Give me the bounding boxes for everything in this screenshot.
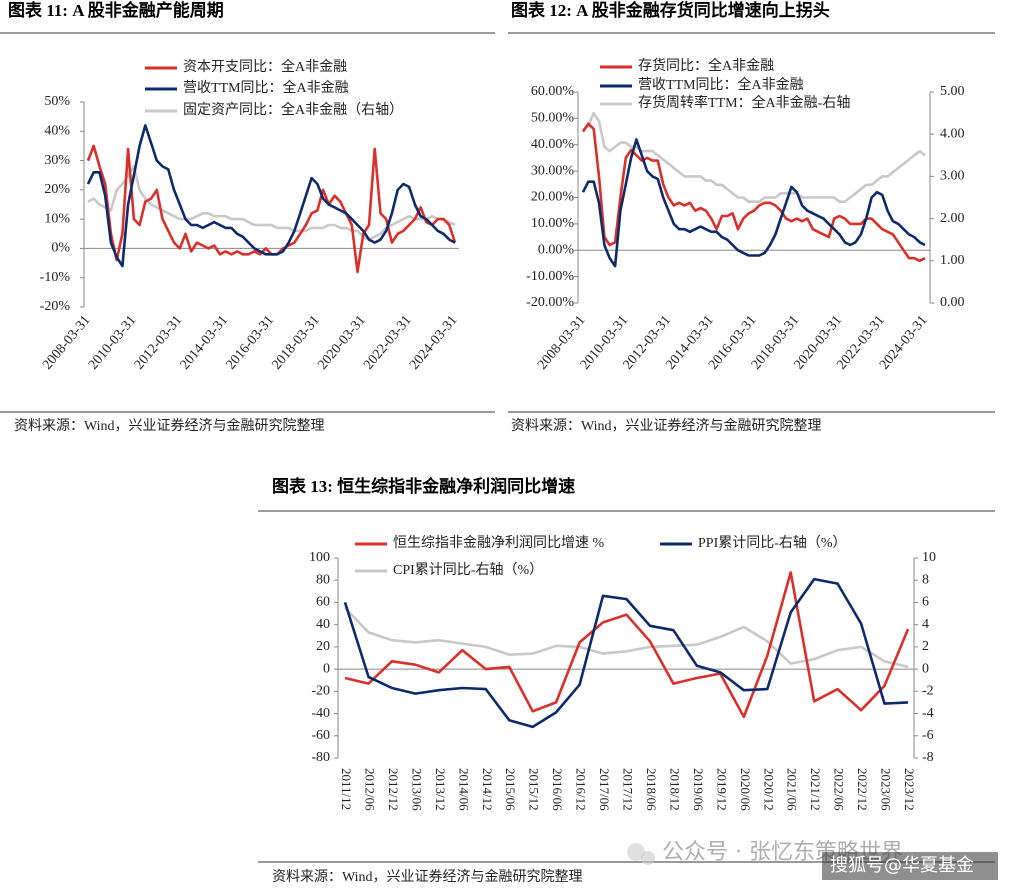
y-tick-label: 60 xyxy=(316,595,330,610)
y-tick-label: -40 xyxy=(311,706,330,721)
x-tick-label: 2017/06 xyxy=(597,768,612,811)
y-tick-label: 30.00% xyxy=(531,163,575,178)
y-tick-label: 0% xyxy=(51,241,70,256)
legend-label: CPI累计同比-右轴（%） xyxy=(393,562,543,578)
y2-tick-label: 6 xyxy=(922,595,929,610)
y2-tick-label: 4 xyxy=(922,617,929,632)
x-tick-label: 2017/12 xyxy=(621,768,636,811)
y2-tick-label: 1.00 xyxy=(940,253,965,268)
series-line xyxy=(581,122,926,263)
series-line xyxy=(343,577,909,729)
y-tick-label: -80 xyxy=(311,750,330,765)
y2-tick-label: 5.00 xyxy=(940,84,965,99)
watermark-box xyxy=(822,852,998,880)
x-tick-label: 2012/06 xyxy=(362,768,377,811)
chart-title: 图表 13: 恒生综指非金融净利润同比增速 xyxy=(272,476,575,496)
y2-tick-label: 0.00 xyxy=(940,295,965,310)
y-tick-label: 30% xyxy=(44,153,70,168)
source-note: 资料来源：Wind，兴业证券经济与金融研究院整理 xyxy=(272,869,583,885)
y2-tick-label: 10 xyxy=(922,550,936,565)
chart-title: 图表 12: A 股非金融存货同比增速向上拐头 xyxy=(511,0,830,20)
y-tick-label: -10.00% xyxy=(526,269,574,284)
x-tick-label: 2022/12 xyxy=(855,768,870,811)
x-tick-label: 2020/06 xyxy=(738,768,753,811)
x-tick-label: 2016/06 xyxy=(550,768,565,811)
legend-label: PPI累计同比-右轴（%） xyxy=(698,535,847,551)
y-tick-label: -20.00% xyxy=(526,295,574,310)
legend-label: 营收TTM同比：全A非金融 xyxy=(183,79,349,96)
y-tick-label: 80 xyxy=(316,572,330,587)
y2-tick-label: 0 xyxy=(922,661,929,676)
y-tick-label: 50% xyxy=(44,94,70,109)
y-tick-label: -60 xyxy=(311,728,330,743)
x-tick-label: 2018/12 xyxy=(667,768,682,811)
x-tick-label: 2022/06 xyxy=(832,768,847,811)
series-line xyxy=(344,571,910,719)
y2-tick-label: 4.00 xyxy=(940,126,965,141)
chart-title: 图表 11: A 股非金融产能周期 xyxy=(8,0,224,20)
legend-label: 固定资产同比：全A非金融（右轴） xyxy=(183,101,403,118)
y2-tick-label: -4 xyxy=(922,706,934,721)
y-tick-label: -20 xyxy=(311,684,330,699)
y2-tick-label: -8 xyxy=(922,750,934,765)
x-tick-label: 2011/12 xyxy=(339,768,354,810)
series-line xyxy=(581,138,926,268)
x-tick-label: 2015/12 xyxy=(527,768,542,811)
legend-label: 资本开支同比：全A非金融 xyxy=(183,58,347,75)
x-tick-label: 2021/06 xyxy=(785,768,800,811)
series-line xyxy=(344,607,909,669)
series-line xyxy=(87,165,456,241)
x-tick-label: 2021/12 xyxy=(808,768,823,811)
source-note: 资料来源：Wind，兴业证券经济与金融研究院整理 xyxy=(511,418,822,434)
x-tick-label: 2023/12 xyxy=(902,768,917,811)
y-tick-label: 0.00% xyxy=(538,242,575,257)
x-tick-label: 2013/12 xyxy=(433,768,448,811)
x-tick-label: 2015/06 xyxy=(503,768,518,811)
y-tick-label: 10.00% xyxy=(531,216,575,231)
y-tick-label: 20.00% xyxy=(531,190,575,205)
y-tick-label: 40 xyxy=(316,617,330,632)
legend-label: 存货周转率TTM：全A非金融-右轴 xyxy=(638,94,850,111)
y-tick-label: 20 xyxy=(316,639,330,654)
y-tick-label: 100 xyxy=(309,550,330,565)
x-tick-label: 2019/06 xyxy=(691,768,706,811)
legend-label: 营收TTM同比：全A非金融 xyxy=(638,76,804,93)
y2-tick-label: -6 xyxy=(922,728,934,743)
x-tick-label: 2020/12 xyxy=(761,768,776,811)
y-tick-label: 60.00% xyxy=(531,84,575,99)
series-line xyxy=(86,124,456,268)
y2-tick-label: 2.00 xyxy=(940,211,965,226)
y2-tick-label: 3.00 xyxy=(940,169,965,184)
y-tick-label: 0 xyxy=(323,661,330,676)
x-tick-label: 2019/12 xyxy=(714,768,729,811)
legend-label: 存货同比：全A非金融 xyxy=(638,57,774,74)
y-tick-label: -20% xyxy=(40,299,71,314)
x-tick-label: 2014/12 xyxy=(480,768,495,811)
x-tick-label: 2023/06 xyxy=(879,768,894,811)
watermark-logo xyxy=(627,843,655,865)
y-tick-label: -10% xyxy=(40,270,71,285)
legend-label: 恒生综指非金融净利润同比增速 % xyxy=(393,535,604,551)
y-tick-label: 50.00% xyxy=(531,111,575,126)
watermark: 搜狐号@华夏基金 xyxy=(830,855,974,876)
x-tick-label: 2013/06 xyxy=(409,768,424,811)
x-tick-label: 2018/06 xyxy=(644,768,659,811)
y-tick-label: 40.00% xyxy=(531,137,575,152)
y2-tick-label: -2 xyxy=(922,684,934,699)
y-tick-label: 20% xyxy=(44,182,70,197)
y2-tick-label: 8 xyxy=(922,572,929,587)
y-tick-label: 10% xyxy=(44,211,70,226)
x-tick-label: 2014/06 xyxy=(456,768,471,811)
x-tick-label: 2016/12 xyxy=(574,768,589,811)
x-tick-label: 2012/12 xyxy=(386,768,401,811)
source-note: 资料来源：Wind，兴业证券经济与金融研究院整理 xyxy=(14,418,325,434)
y2-tick-label: 2 xyxy=(922,639,929,654)
y-tick-label: 40% xyxy=(44,124,70,139)
